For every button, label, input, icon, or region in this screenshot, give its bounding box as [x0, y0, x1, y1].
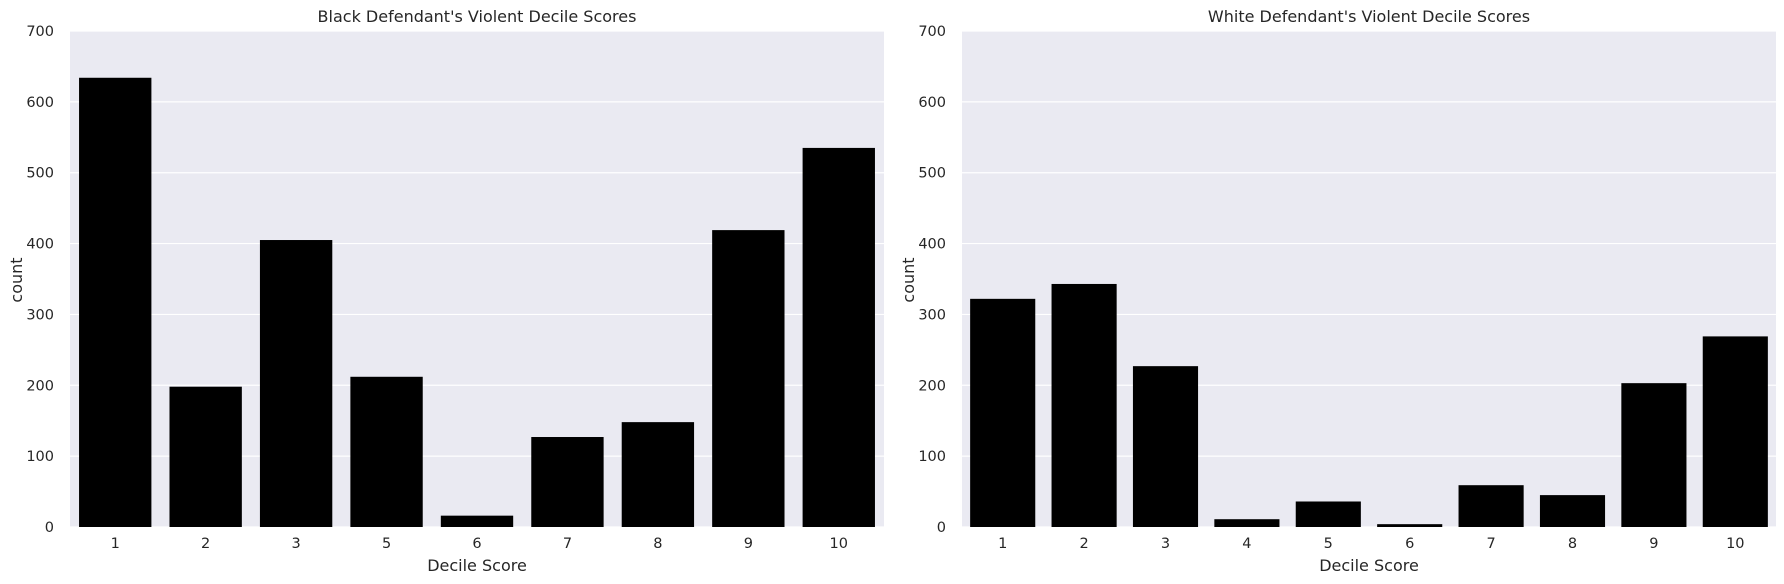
x-tick-label: 5 — [382, 536, 391, 552]
x-tick-label: 5 — [1324, 536, 1333, 552]
bar — [1295, 501, 1361, 527]
x-tick-label: 9 — [744, 536, 753, 552]
y-tick-label: 600 — [918, 95, 946, 111]
x-tick-label: 7 — [563, 536, 572, 552]
bar — [802, 147, 875, 527]
x-tick-label: 10 — [1726, 536, 1744, 552]
x-tick-label: 3 — [291, 536, 300, 552]
chart-title: Black Defendant's Violent Decile Scores — [318, 7, 637, 26]
bar — [531, 437, 604, 527]
x-axis-label: Decile Score — [427, 556, 527, 575]
bar — [1702, 336, 1768, 527]
bar — [1051, 283, 1117, 527]
x-tick-label: 6 — [472, 536, 481, 552]
bar — [1458, 485, 1524, 527]
bar — [440, 515, 514, 527]
y-tick-label: 200 — [918, 378, 946, 394]
y-tick-label: 200 — [26, 378, 54, 394]
x-tick-label: 8 — [1568, 536, 1577, 552]
x-tick-label: 8 — [653, 536, 662, 552]
x-axis-label: Decile Score — [1319, 556, 1419, 575]
bar — [350, 376, 423, 527]
bar — [1132, 366, 1199, 527]
x-tick-label: 2 — [1079, 536, 1088, 552]
bar — [970, 298, 1036, 527]
x-tick-label: 6 — [1405, 536, 1414, 552]
y-tick-label: 0 — [937, 520, 946, 536]
y-tick-label: 500 — [26, 166, 54, 182]
white-defendants-chart: White Defendant's Violent Decile Scores … — [899, 7, 1776, 575]
x-tick-label: 1 — [998, 536, 1007, 552]
bar — [1621, 383, 1687, 527]
y-tick-label: 100 — [918, 449, 946, 465]
black-defendants-chart: Black Defendant's Violent Decile Scores … — [7, 7, 884, 575]
y-tick-label: 700 — [26, 24, 54, 40]
bar — [621, 422, 695, 527]
chart-title: White Defendant's Violent Decile Scores — [1208, 7, 1530, 26]
x-tick-label: 3 — [1161, 536, 1170, 552]
bar — [79, 77, 152, 527]
y-tick-label: 0 — [45, 520, 54, 536]
y-tick-label: 300 — [918, 307, 946, 323]
y-tick-label: 300 — [26, 307, 54, 323]
y-axis-label: count — [899, 257, 918, 302]
y-tick-label: 600 — [26, 95, 54, 111]
x-tick-label: 1 — [111, 536, 120, 552]
bar — [1539, 495, 1606, 527]
bar — [259, 240, 333, 527]
bar — [712, 230, 785, 527]
y-axis-label: count — [7, 257, 26, 302]
y-tick-label: 100 — [26, 449, 54, 465]
x-tick-label: 7 — [1486, 536, 1495, 552]
x-tick-label: 2 — [201, 536, 210, 552]
y-tick-label: 500 — [918, 166, 946, 182]
bar — [1214, 519, 1280, 527]
y-tick-label: 400 — [26, 237, 54, 253]
x-tick-label: 4 — [1242, 536, 1251, 552]
y-tick-label: 700 — [918, 24, 946, 40]
bar — [169, 386, 242, 527]
x-tick-label: 10 — [830, 536, 848, 552]
y-tick-label: 400 — [918, 237, 946, 253]
x-tick-label: 9 — [1649, 536, 1658, 552]
bar — [1377, 524, 1443, 527]
